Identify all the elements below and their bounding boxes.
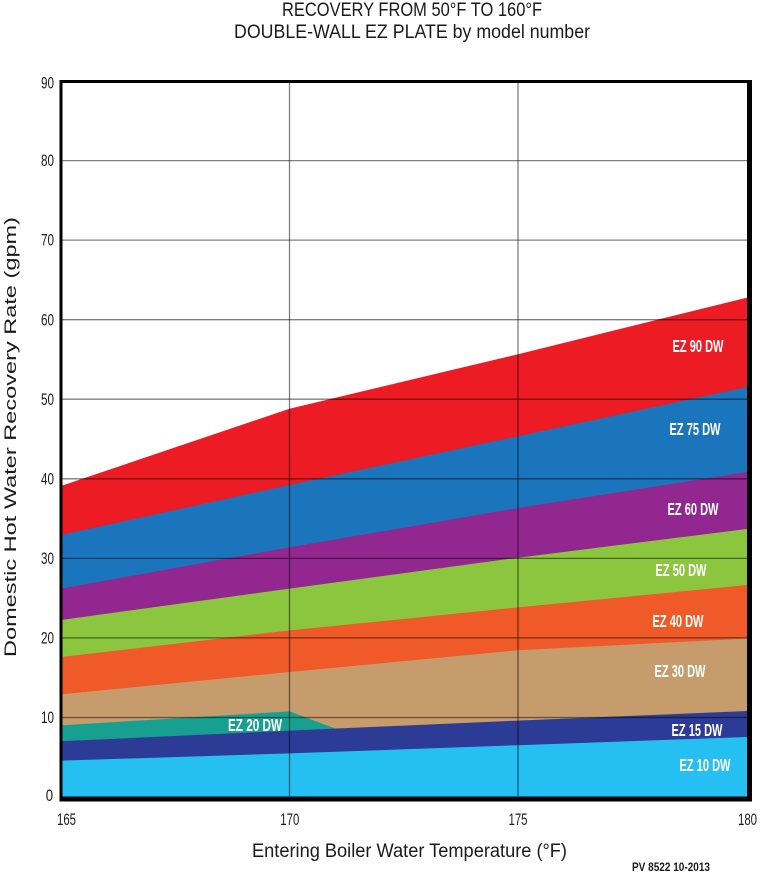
svg-text:EZ 50 DW: EZ 50 DW (656, 560, 707, 580)
svg-text:10: 10 (41, 709, 54, 727)
svg-text:90: 90 (41, 75, 54, 93)
svg-text:170: 170 (280, 811, 299, 829)
svg-text:RECOVERY FROM 50°F TO 160°F: RECOVERY FROM 50°F TO 160°F (282, 0, 542, 21)
svg-text:30: 30 (41, 550, 54, 568)
svg-text:165: 165 (57, 811, 76, 829)
svg-text:EZ 75 DW: EZ 75 DW (670, 419, 721, 439)
svg-text:EZ 15 DW: EZ 15 DW (672, 720, 723, 740)
svg-text:EZ 90 DW: EZ 90 DW (673, 336, 724, 356)
svg-text:50: 50 (41, 391, 54, 409)
svg-text:180: 180 (738, 811, 757, 829)
svg-text:40: 40 (41, 470, 54, 488)
svg-text:EZ 30 DW: EZ 30 DW (655, 661, 706, 681)
svg-text:0: 0 (46, 787, 53, 805)
svg-text:EZ 10 DW: EZ 10 DW (680, 755, 731, 775)
svg-text:EZ 40 DW: EZ 40 DW (653, 611, 704, 631)
svg-text:Domestic Hot Water Recovery R: Domestic Hot Water Recovery Rate (gpm) (1, 217, 20, 657)
svg-text:Entering Boiler Water Temperat: Entering Boiler Water Temperature (°F) (252, 841, 567, 862)
svg-text:60: 60 (41, 311, 54, 329)
svg-text:EZ 60 DW: EZ 60 DW (668, 499, 719, 519)
svg-text:80: 80 (41, 152, 54, 170)
svg-text:70: 70 (41, 232, 54, 250)
svg-text:PV 8522 10-2013: PV 8522 10-2013 (632, 862, 710, 874)
svg-text:DOUBLE-WALL EZ PLATE by model: DOUBLE-WALL EZ PLATE by model number (234, 22, 591, 43)
svg-text:20: 20 (41, 630, 54, 648)
svg-text:EZ 20 DW: EZ 20 DW (228, 715, 282, 735)
svg-text:175: 175 (509, 811, 528, 829)
